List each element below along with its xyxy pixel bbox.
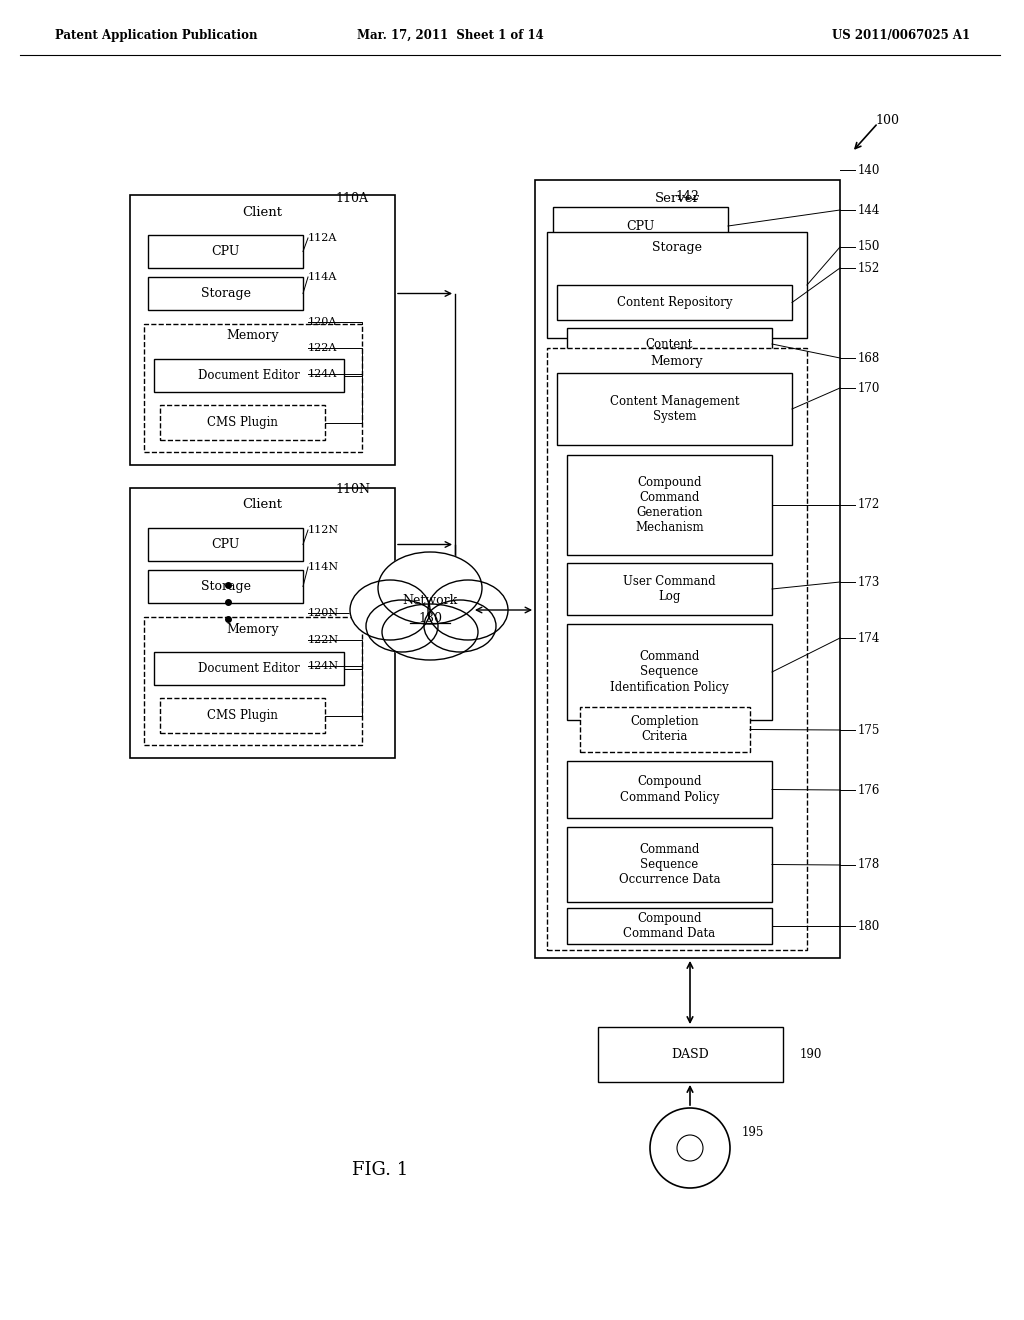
- Bar: [580, 708, 750, 752]
- Bar: [144, 616, 362, 744]
- Text: 120N: 120N: [308, 609, 339, 618]
- Text: Content Management
System: Content Management System: [609, 395, 739, 422]
- Bar: [148, 528, 303, 561]
- Bar: [148, 277, 303, 310]
- Text: 112N: 112N: [308, 525, 339, 535]
- Text: Document Editor: Document Editor: [198, 663, 300, 675]
- Text: 176: 176: [858, 784, 881, 796]
- Bar: [130, 488, 395, 758]
- Bar: [598, 1027, 783, 1082]
- Bar: [567, 455, 772, 554]
- Text: Document Editor: Document Editor: [198, 370, 300, 381]
- Text: 114A: 114A: [308, 272, 337, 282]
- Text: Command
Sequence
Identification Policy: Command Sequence Identification Policy: [610, 651, 729, 693]
- Text: Client: Client: [243, 206, 283, 219]
- Text: 168: 168: [858, 351, 881, 364]
- Text: 172: 172: [858, 499, 881, 511]
- Text: 140: 140: [858, 164, 881, 177]
- Text: 100: 100: [874, 114, 899, 127]
- Text: 110N: 110N: [335, 483, 370, 496]
- Text: Storage: Storage: [201, 286, 251, 300]
- Text: Compound
Command Data: Compound Command Data: [624, 912, 716, 940]
- Text: Compound
Command Policy: Compound Command Policy: [620, 776, 719, 804]
- Text: Memory: Memory: [650, 355, 703, 368]
- Text: 150: 150: [858, 240, 881, 253]
- Text: Completion
Criteria: Completion Criteria: [631, 715, 699, 743]
- Text: Patent Application Publication: Patent Application Publication: [55, 29, 257, 41]
- Text: Content: Content: [646, 338, 693, 351]
- Bar: [148, 235, 303, 268]
- Text: Network: Network: [402, 594, 458, 606]
- Text: Memory: Memory: [226, 623, 280, 635]
- Bar: [148, 570, 303, 603]
- Text: 195: 195: [742, 1126, 764, 1138]
- Ellipse shape: [350, 579, 430, 640]
- Bar: [567, 762, 772, 818]
- Text: FIG. 1: FIG. 1: [352, 1162, 409, 1179]
- Text: CPU: CPU: [211, 246, 240, 257]
- Text: Command
Sequence
Occurrence Data: Command Sequence Occurrence Data: [618, 843, 720, 886]
- Bar: [567, 624, 772, 719]
- Bar: [154, 359, 344, 392]
- Text: CMS Plugin: CMS Plugin: [207, 416, 278, 429]
- Bar: [557, 285, 792, 319]
- Bar: [547, 232, 807, 338]
- Text: 124N: 124N: [308, 661, 339, 671]
- Text: 112A: 112A: [308, 234, 337, 243]
- Ellipse shape: [366, 601, 438, 652]
- Text: 152: 152: [858, 261, 881, 275]
- Text: US 2011/0067025 A1: US 2011/0067025 A1: [831, 29, 970, 41]
- Text: Content Repository: Content Repository: [616, 296, 732, 309]
- Text: User Command
Log: User Command Log: [624, 576, 716, 603]
- Text: 180: 180: [858, 920, 881, 932]
- Bar: [567, 908, 772, 944]
- Text: Server: Server: [655, 191, 700, 205]
- Bar: [567, 564, 772, 615]
- Text: 175: 175: [858, 723, 881, 737]
- Text: CPU: CPU: [627, 219, 654, 232]
- Text: 130: 130: [418, 611, 442, 624]
- Text: 144: 144: [858, 203, 881, 216]
- Text: 122A: 122A: [308, 343, 337, 352]
- Bar: [144, 323, 362, 451]
- Text: 174: 174: [858, 631, 881, 644]
- Text: CMS Plugin: CMS Plugin: [207, 709, 278, 722]
- Text: 190: 190: [800, 1048, 822, 1060]
- Text: Mar. 17, 2011  Sheet 1 of 14: Mar. 17, 2011 Sheet 1 of 14: [356, 29, 544, 41]
- Text: 173: 173: [858, 576, 881, 589]
- Text: Storage: Storage: [652, 240, 702, 253]
- Bar: [160, 698, 325, 733]
- Text: Storage: Storage: [201, 579, 251, 593]
- Ellipse shape: [424, 601, 496, 652]
- Bar: [160, 405, 325, 440]
- Ellipse shape: [382, 605, 478, 660]
- Text: CPU: CPU: [211, 539, 240, 550]
- Text: 114N: 114N: [308, 562, 339, 572]
- Text: DASD: DASD: [672, 1048, 710, 1061]
- Text: Memory: Memory: [226, 330, 280, 342]
- Ellipse shape: [378, 552, 482, 624]
- Text: 170: 170: [858, 381, 881, 395]
- Bar: [547, 348, 807, 950]
- Bar: [130, 195, 395, 465]
- Text: 142: 142: [675, 190, 698, 203]
- Text: 122N: 122N: [308, 635, 339, 645]
- Ellipse shape: [428, 579, 508, 640]
- Bar: [553, 207, 728, 246]
- Bar: [535, 180, 840, 958]
- Text: 178: 178: [858, 858, 881, 871]
- Text: Client: Client: [243, 499, 283, 511]
- Bar: [567, 828, 772, 902]
- Bar: [154, 652, 344, 685]
- Bar: [567, 327, 772, 360]
- Text: 124A: 124A: [308, 370, 337, 379]
- Text: 110A: 110A: [335, 191, 368, 205]
- Text: 120A: 120A: [308, 317, 337, 327]
- Text: Compound
Command
Generation
Mechanism: Compound Command Generation Mechanism: [635, 477, 703, 535]
- Bar: [557, 374, 792, 445]
